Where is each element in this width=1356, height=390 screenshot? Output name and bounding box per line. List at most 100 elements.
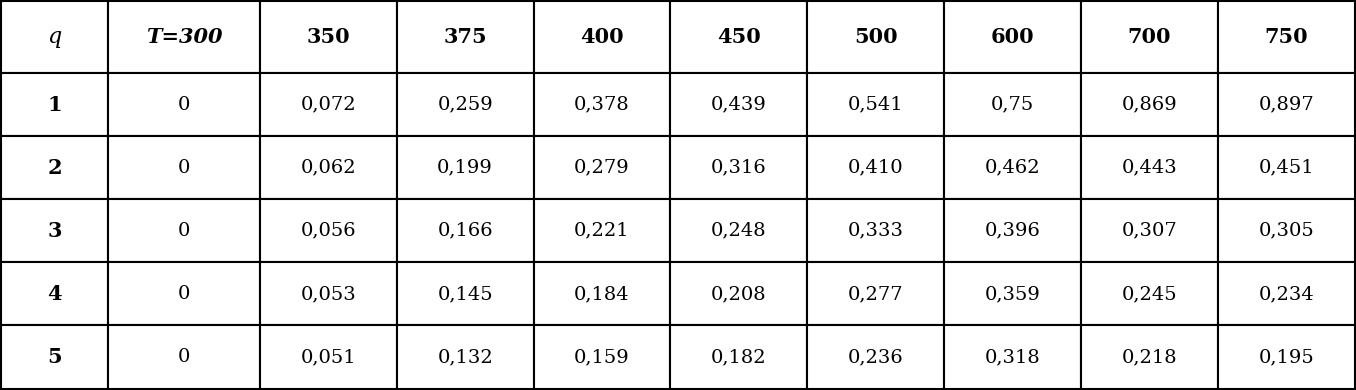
Text: 0,410: 0,410 — [848, 159, 903, 177]
Text: 3: 3 — [47, 221, 62, 241]
Bar — [533, 73, 670, 136]
Text: 0: 0 — [178, 159, 190, 177]
Bar — [807, 2, 944, 73]
Text: 0,451: 0,451 — [1258, 159, 1314, 177]
Bar — [807, 136, 944, 199]
Bar — [670, 73, 807, 136]
Bar — [944, 326, 1081, 388]
Bar — [108, 73, 260, 136]
Text: 450: 450 — [717, 27, 761, 47]
Bar — [944, 136, 1081, 199]
Bar — [260, 262, 397, 326]
Text: 0,053: 0,053 — [301, 285, 357, 303]
Text: 0,443: 0,443 — [1121, 159, 1177, 177]
Text: 0,541: 0,541 — [848, 96, 903, 113]
Bar — [260, 326, 397, 388]
Text: q: q — [47, 26, 62, 48]
Bar — [807, 262, 944, 326]
Text: 5: 5 — [47, 347, 62, 367]
Text: 0,378: 0,378 — [574, 96, 629, 113]
Text: 0,897: 0,897 — [1258, 96, 1314, 113]
Bar — [670, 326, 807, 388]
Text: 0,236: 0,236 — [848, 348, 903, 366]
Text: 0,359: 0,359 — [984, 285, 1040, 303]
Text: 0,245: 0,245 — [1121, 285, 1177, 303]
Bar — [670, 136, 807, 199]
Text: 4: 4 — [47, 284, 62, 304]
Text: 0: 0 — [178, 348, 190, 366]
Bar — [397, 199, 533, 262]
Bar — [260, 73, 397, 136]
Text: 0,316: 0,316 — [711, 159, 766, 177]
Bar — [807, 199, 944, 262]
Text: 0,062: 0,062 — [301, 159, 357, 177]
Bar — [1081, 136, 1218, 199]
Bar — [397, 73, 533, 136]
Bar — [1081, 73, 1218, 136]
Bar — [944, 2, 1081, 73]
Text: T=300: T=300 — [145, 27, 222, 47]
Bar — [944, 262, 1081, 326]
Bar — [1, 2, 108, 73]
Text: 0,166: 0,166 — [438, 222, 494, 240]
Bar — [397, 136, 533, 199]
Text: 0,318: 0,318 — [984, 348, 1040, 366]
Text: 0,218: 0,218 — [1121, 348, 1177, 366]
Text: 0: 0 — [178, 222, 190, 240]
Text: 0,277: 0,277 — [848, 285, 903, 303]
Text: 0,333: 0,333 — [848, 222, 903, 240]
Text: 0,159: 0,159 — [574, 348, 629, 366]
Bar — [533, 326, 670, 388]
Text: 0,279: 0,279 — [574, 159, 629, 177]
Bar — [670, 262, 807, 326]
Text: 0,396: 0,396 — [984, 222, 1040, 240]
Bar — [1218, 136, 1355, 199]
Text: 0,234: 0,234 — [1258, 285, 1314, 303]
Text: 0: 0 — [178, 96, 190, 113]
Text: 700: 700 — [1128, 27, 1172, 47]
Text: 500: 500 — [854, 27, 898, 47]
Text: 0,439: 0,439 — [711, 96, 766, 113]
Bar — [944, 73, 1081, 136]
Text: 0,195: 0,195 — [1258, 348, 1314, 366]
Text: 0,307: 0,307 — [1121, 222, 1177, 240]
Bar — [108, 136, 260, 199]
Bar — [108, 326, 260, 388]
Bar — [108, 199, 260, 262]
Text: 0,132: 0,132 — [437, 348, 494, 366]
Text: 1: 1 — [47, 95, 62, 115]
Bar — [260, 2, 397, 73]
Text: 0: 0 — [178, 285, 190, 303]
Text: 2: 2 — [47, 158, 62, 178]
Bar — [1, 262, 108, 326]
Bar — [807, 73, 944, 136]
Bar — [397, 326, 533, 388]
Bar — [108, 262, 260, 326]
Text: 0,305: 0,305 — [1258, 222, 1314, 240]
Text: 375: 375 — [443, 27, 487, 47]
Bar — [1218, 73, 1355, 136]
Text: 0,221: 0,221 — [574, 222, 629, 240]
Bar — [944, 199, 1081, 262]
Text: 0,75: 0,75 — [991, 96, 1035, 113]
Text: 0,051: 0,051 — [301, 348, 357, 366]
Bar — [1218, 2, 1355, 73]
Bar — [108, 2, 260, 73]
Bar — [1081, 2, 1218, 73]
Bar — [1, 199, 108, 262]
Bar — [1081, 326, 1218, 388]
Bar — [397, 2, 533, 73]
Bar — [1, 136, 108, 199]
Bar — [670, 199, 807, 262]
Text: 0,208: 0,208 — [711, 285, 766, 303]
Text: 400: 400 — [580, 27, 624, 47]
Text: 600: 600 — [991, 27, 1035, 47]
Bar — [1, 73, 108, 136]
Text: 0,259: 0,259 — [437, 96, 494, 113]
Bar — [1218, 199, 1355, 262]
Bar — [1218, 262, 1355, 326]
Bar — [397, 262, 533, 326]
Bar — [533, 199, 670, 262]
Bar — [1081, 262, 1218, 326]
Bar — [670, 2, 807, 73]
